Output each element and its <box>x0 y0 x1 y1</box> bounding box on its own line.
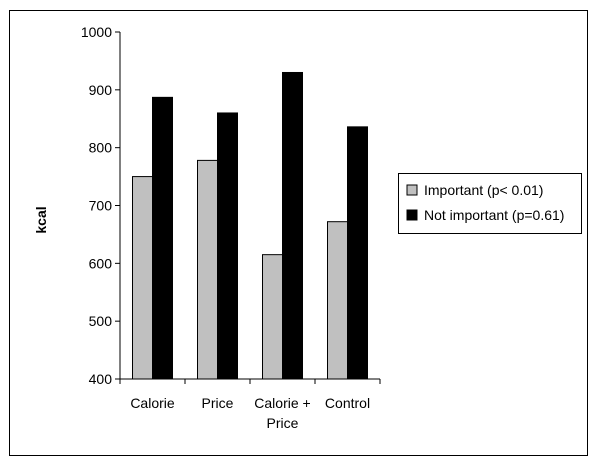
y-tick-label: 800 <box>89 140 113 156</box>
legend: Important (p< 0.01) Not important (p=0.61… <box>398 173 582 234</box>
x-tick-label: Calorie + <box>254 395 310 411</box>
bar <box>132 176 153 380</box>
y-tick-label: 400 <box>89 371 113 387</box>
bar <box>282 71 303 380</box>
x-tick-label: Calorie <box>130 395 175 411</box>
bar <box>262 254 283 380</box>
y-axis: 400 500 600 700 800 900 1000 <box>81 24 121 387</box>
legend-label: Not important (p=0.61) <box>424 207 564 223</box>
bar <box>197 159 218 380</box>
x-tick-label: Price <box>202 395 234 411</box>
bar <box>327 221 348 380</box>
legend-label: Important (p< 0.01) <box>424 182 543 198</box>
x-axis: Calorie Price Calorie + Price Control <box>119 378 381 431</box>
y-tick-label: 700 <box>89 198 113 214</box>
y-axis-label: kcal <box>33 206 49 233</box>
bars <box>132 71 368 380</box>
legend-swatch <box>406 209 418 221</box>
y-tick-label: 500 <box>89 313 113 329</box>
y-tick-label: 1000 <box>81 24 112 40</box>
x-tick-label: Price <box>267 415 299 431</box>
y-tick-label: 600 <box>89 255 113 271</box>
legend-box <box>398 173 582 234</box>
y-tick-label: 900 <box>89 82 113 98</box>
bar <box>217 112 238 380</box>
bar <box>152 96 173 380</box>
bar <box>347 126 368 380</box>
legend-swatch <box>406 184 418 196</box>
x-tick-label: Control <box>325 395 370 411</box>
